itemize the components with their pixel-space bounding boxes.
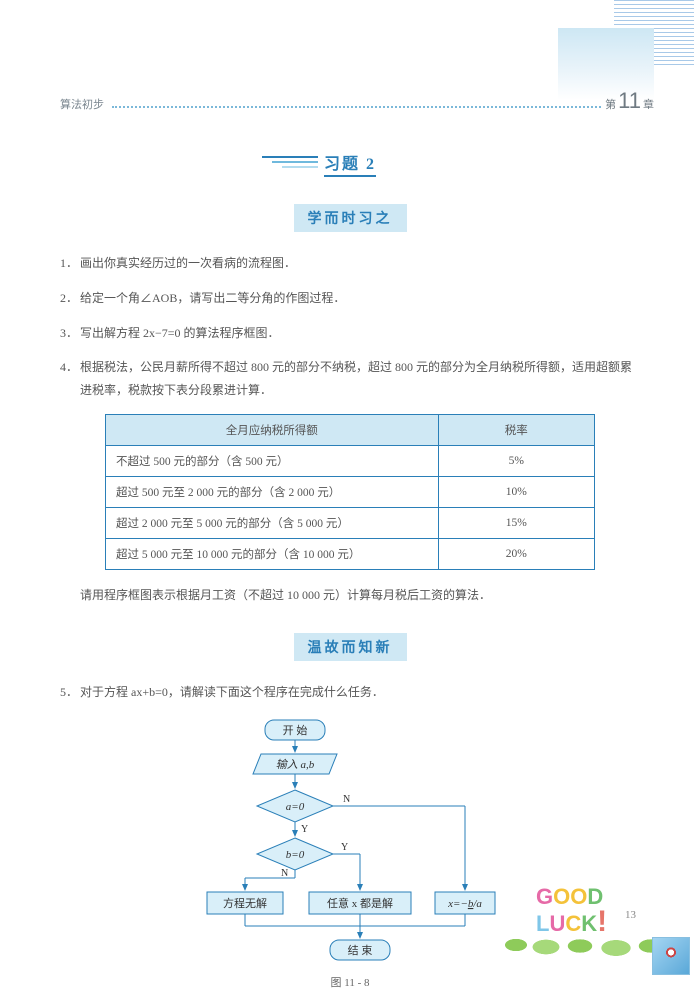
header-dots	[112, 106, 601, 108]
svg-text:N: N	[281, 868, 288, 879]
flowchart-svg: 开 始 输入 a,b a=0 N Y b=0 Y	[185, 718, 515, 968]
svg-text:开 始: 开 始	[283, 723, 308, 737]
corner-icon	[652, 937, 690, 975]
svg-text:x=−b/a: x=−b/a	[447, 898, 482, 910]
svg-text:b=0: b=0	[286, 849, 305, 861]
section2-heading: 温故而知新	[60, 633, 640, 661]
problem-item: 根据税法，公民月薪所得不超过 800 元的部分不纳税，超过 800 元的部分为全…	[60, 356, 640, 402]
table-row: 超过 500 元至 2 000 元的部分（含 2 000 元） 10%	[106, 476, 595, 507]
title-deco-lines	[262, 156, 318, 171]
svg-text:结 束: 结 束	[348, 944, 373, 957]
svg-text:Y: Y	[341, 842, 348, 853]
tax-header-right: 税率	[438, 414, 594, 445]
page-header: 算法初步 第 11 章	[60, 88, 654, 114]
table-row: 不超过 500 元的部分（含 500 元） 5%	[106, 445, 595, 476]
problem-item: 给定一个角∠AOB，请写出二等分角的作图过程．	[60, 287, 640, 310]
goodluck-sticker: GOOD LUCK!	[536, 887, 646, 957]
svg-text:方程无解: 方程无解	[223, 896, 267, 910]
after-table-text: 请用程序框图表示根据月工资（不超过 10 000 元）计算每月税后工资的算法．	[60, 584, 640, 607]
exercise-title-text: 习题 2	[324, 156, 376, 173]
page-content: 习题 2 学而时习之 画出你真实经历过的一次看病的流程图． 给定一个角∠AOB，…	[60, 140, 640, 990]
tax-header-left: 全月应纳税所得额	[106, 414, 439, 445]
tax-table: 全月应纳税所得额 税率 不超过 500 元的部分（含 500 元） 5% 超过 …	[105, 414, 595, 570]
svg-text:N: N	[343, 794, 350, 805]
table-row: 超过 2 000 元至 5 000 元的部分（含 5 000 元） 15%	[106, 507, 595, 538]
svg-text:Y: Y	[301, 824, 308, 835]
problem-item: 画出你真实经历过的一次看病的流程图．	[60, 252, 640, 275]
section1-heading: 学而时习之	[60, 204, 640, 232]
svg-text:a=0: a=0	[286, 801, 305, 813]
section-label: 算法初步	[60, 96, 104, 114]
exercise-title: 习题 2	[60, 150, 640, 174]
svg-text:输入 a,b: 输入 a,b	[276, 758, 315, 771]
problem-item: 对于方程 ax+b=0，请解读下面这个程序在完成什么任务．	[60, 681, 640, 704]
flowchart-container: 开 始 输入 a,b a=0 N Y b=0 Y	[185, 718, 515, 990]
table-row: 超过 5 000 元至 10 000 元的部分（含 10 000 元） 20%	[106, 538, 595, 569]
problem-list-2: 对于方程 ax+b=0，请解读下面这个程序在完成什么任务．	[60, 681, 640, 704]
flowchart-caption: 图 11 - 8	[185, 974, 515, 990]
svg-text:任意 x 都是解: 任意 x 都是解	[327, 896, 393, 910]
chapter-number: 第 11 章	[605, 88, 654, 114]
problem-list-1: 画出你真实经历过的一次看病的流程图． 给定一个角∠AOB，请写出二等分角的作图过…	[60, 252, 640, 402]
problem-item: 写出解方程 2x−7=0 的算法程序框图．	[60, 322, 640, 345]
